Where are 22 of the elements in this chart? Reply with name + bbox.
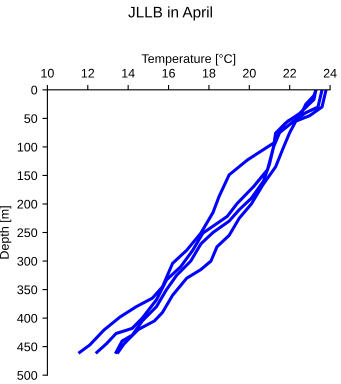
x-tick-label: 18 [202,68,216,78]
y-tick-label: 200 [17,200,38,209]
y-tick-label: 250 [17,228,38,238]
x-tick-label: 10 [41,68,54,78]
y-tick-label: 400 [17,314,38,323]
x-tick-label: 14 [122,68,135,78]
x-tick-label: 20 [242,68,256,78]
y-tick-label: 150 [18,171,38,180]
chart-title: JLLB in April [128,6,212,21]
y-tick-label: 450 [17,342,38,352]
y-tick-label: 350 [17,285,38,294]
y-axis-title: Depth [m] [0,206,12,259]
y-tick-label: 500 [17,370,38,380]
x-tick-label: 24 [324,68,337,78]
y-tick-label: 0 [31,86,38,95]
y-tick-label: 50 [24,114,38,124]
x-tick-label: 22 [283,68,296,78]
x-tick-label: 12 [82,68,94,78]
y-tick-label: 100 [18,142,38,152]
x-axis-title: Temperature [°C] [142,54,236,66]
x-tick-label: 16 [162,68,175,78]
y-tick-label: 300 [17,256,38,266]
